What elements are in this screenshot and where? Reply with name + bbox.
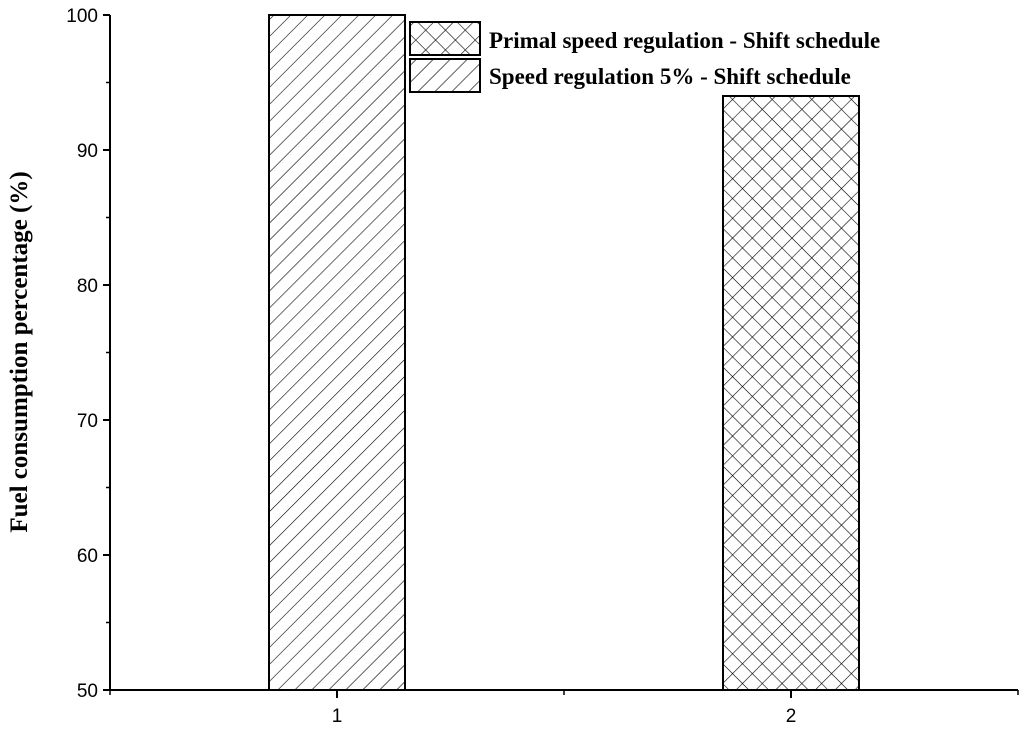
y-tick-label: 90 xyxy=(77,141,98,162)
bars-group xyxy=(268,14,860,691)
legend-label-speed-5: Speed regulation 5% - Shift schedule xyxy=(489,64,851,89)
y-tick-label: 50 xyxy=(77,681,98,702)
y-tick-label: 70 xyxy=(77,411,98,432)
y-axis-title: Fuel consumption percentage (%) xyxy=(6,171,33,532)
x-tick-label: 2 xyxy=(786,706,797,727)
y-tick-label: 100 xyxy=(66,6,98,27)
y-tick-label: 60 xyxy=(77,546,98,567)
legend-swatch-diagonal xyxy=(409,58,481,93)
x-tick-label: 1 xyxy=(332,706,343,727)
y-ticks-group: 50 60 70 80 90 100 xyxy=(66,6,110,702)
bar-category-2 xyxy=(722,95,860,691)
legend-swatch-cross xyxy=(409,21,481,56)
legend: Primal speed regulation - Shift schedule… xyxy=(409,21,880,93)
axes-group xyxy=(109,15,1018,691)
bar-category-1 xyxy=(268,14,406,691)
legend-label-primal: Primal speed regulation - Shift schedule xyxy=(489,28,880,53)
y-tick-label: 80 xyxy=(77,276,98,297)
